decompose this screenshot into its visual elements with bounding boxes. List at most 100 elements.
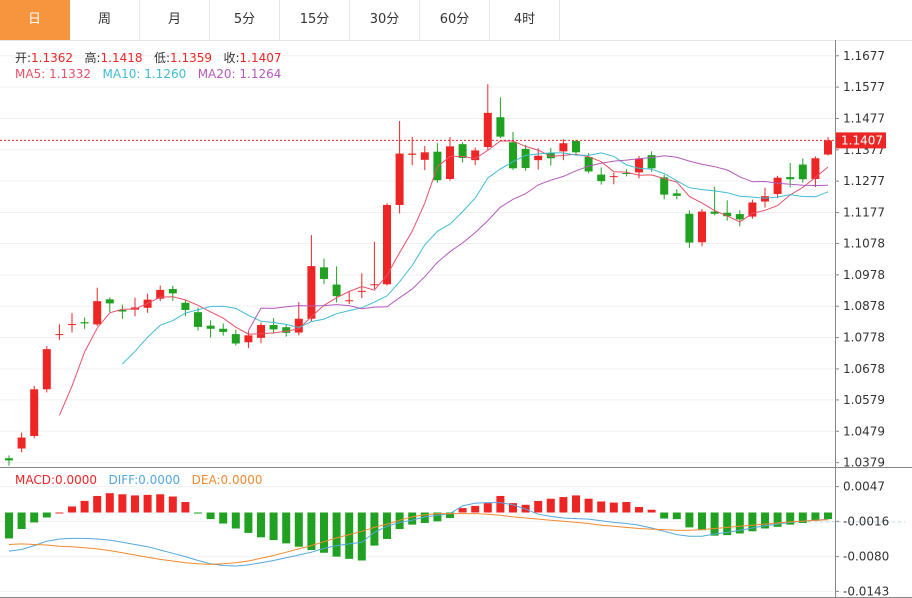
candle-body bbox=[68, 324, 76, 326]
ma10-line bbox=[122, 152, 829, 365]
tab-week[interactable]: 周 bbox=[70, 0, 140, 40]
macd-bar bbox=[597, 501, 606, 513]
candle-body bbox=[17, 437, 26, 449]
candle-body bbox=[723, 212, 732, 217]
candle-body bbox=[798, 164, 807, 180]
candle-body bbox=[597, 174, 606, 182]
close-value: 1.1407 bbox=[239, 51, 282, 65]
macd-bar bbox=[458, 508, 467, 513]
candle-body bbox=[345, 300, 354, 302]
candle-body bbox=[458, 144, 467, 158]
macd-bar bbox=[761, 512, 769, 529]
tab-30min[interactable]: 30分 bbox=[350, 0, 420, 40]
macd-bar bbox=[105, 493, 114, 513]
macd-bar bbox=[723, 512, 732, 536]
candle-body bbox=[824, 140, 832, 155]
y-tick-label: 1.1078 bbox=[843, 237, 885, 251]
macd-value: 0.0000 bbox=[55, 473, 98, 487]
candle-body bbox=[93, 301, 102, 325]
candle-body bbox=[735, 214, 744, 220]
macd-bar bbox=[5, 512, 13, 539]
macd-bar bbox=[534, 500, 543, 513]
macd-bar bbox=[798, 512, 807, 523]
candle-body bbox=[748, 202, 757, 217]
ma-info-row: MA5: 1.1332 MA10: 1.1260 MA20: 1.1264 bbox=[15, 67, 281, 81]
tab-60min[interactable]: 60分 bbox=[420, 0, 490, 40]
ohlc-info-row: 开:1.1362 高:1.1418 低:1.1359 收:1.1407 bbox=[15, 49, 282, 66]
macd-bar bbox=[483, 503, 492, 513]
candle-body bbox=[496, 117, 505, 137]
candle-body bbox=[294, 318, 303, 333]
period-tab-bar: 日 周 月 5分 15分 30分 60分 4时 bbox=[0, 0, 912, 41]
macd-bars bbox=[5, 493, 905, 561]
tab-5min[interactable]: 5分 bbox=[210, 0, 280, 40]
y-tick-label: 1.0379 bbox=[843, 456, 885, 470]
candle-body bbox=[584, 157, 593, 172]
candle-body bbox=[483, 112, 492, 147]
macd-bar bbox=[55, 512, 64, 514]
macd-bar bbox=[572, 495, 580, 513]
ma5-value: 1.1332 bbox=[49, 67, 92, 81]
macd-bar bbox=[773, 512, 782, 527]
candle-body bbox=[257, 325, 265, 338]
ma20-line bbox=[247, 155, 829, 331]
candle-body bbox=[420, 152, 429, 160]
macd-bar bbox=[622, 502, 631, 513]
macd-bar bbox=[370, 512, 379, 546]
macd-bar bbox=[168, 496, 177, 513]
macd-bar bbox=[698, 512, 706, 531]
macd-bar bbox=[672, 512, 681, 520]
current-price-box bbox=[836, 132, 886, 149]
candle-body bbox=[42, 349, 51, 390]
ma10-label: MA10: bbox=[102, 67, 141, 81]
ma5-label: MA5: bbox=[15, 67, 46, 81]
candle-body bbox=[559, 143, 568, 152]
macd-bar bbox=[42, 512, 51, 518]
macd-bar bbox=[446, 512, 454, 519]
macd-bar bbox=[143, 494, 152, 513]
y-tick-label: 1.0479 bbox=[843, 424, 885, 438]
macd-bar bbox=[584, 498, 593, 513]
macd-bar bbox=[282, 512, 291, 544]
candle-body bbox=[105, 299, 114, 304]
macd-bar bbox=[194, 512, 202, 514]
macd-bar bbox=[383, 512, 391, 539]
low-label: 低: bbox=[154, 51, 171, 65]
tab-month[interactable]: 月 bbox=[140, 0, 210, 40]
candle-body bbox=[761, 196, 769, 202]
macd-bar bbox=[332, 512, 341, 557]
macd-bar bbox=[710, 512, 719, 536]
candle-body bbox=[509, 142, 517, 169]
dea-line bbox=[8, 513, 829, 565]
y-tick-label: 1.0978 bbox=[843, 268, 885, 282]
tab-15min[interactable]: 15分 bbox=[280, 0, 350, 40]
macd-bar bbox=[471, 505, 480, 513]
macd-bar bbox=[509, 503, 517, 513]
macd-bar bbox=[559, 497, 568, 513]
candle-body bbox=[811, 158, 820, 179]
candle-body bbox=[244, 335, 253, 343]
tab-4hour[interactable]: 4时 bbox=[490, 0, 560, 40]
macd-bar bbox=[420, 512, 429, 523]
ma20-value: 1.1264 bbox=[239, 67, 282, 81]
macd-bar bbox=[811, 512, 820, 521]
macd-bar bbox=[156, 494, 165, 513]
macd-bar bbox=[68, 506, 76, 513]
y-tick-label: 1.0778 bbox=[843, 331, 885, 345]
ma10-value: 1.1260 bbox=[144, 67, 187, 81]
macd-bar bbox=[206, 512, 215, 520]
macd-tick-label: -0.0080 bbox=[843, 550, 889, 564]
macd-bar bbox=[244, 512, 253, 533]
candle-body bbox=[710, 211, 719, 214]
open-value: 1.1362 bbox=[31, 51, 74, 65]
candle-body bbox=[269, 325, 278, 330]
macd-bar bbox=[17, 512, 26, 530]
y-tick-label: 1.0579 bbox=[843, 393, 885, 407]
candle-body bbox=[534, 155, 543, 161]
candle-body bbox=[118, 309, 127, 312]
diff-line bbox=[8, 502, 829, 567]
candle-body bbox=[181, 302, 190, 310]
candle-body bbox=[231, 334, 240, 344]
tab-day[interactable]: 日 bbox=[0, 0, 70, 40]
